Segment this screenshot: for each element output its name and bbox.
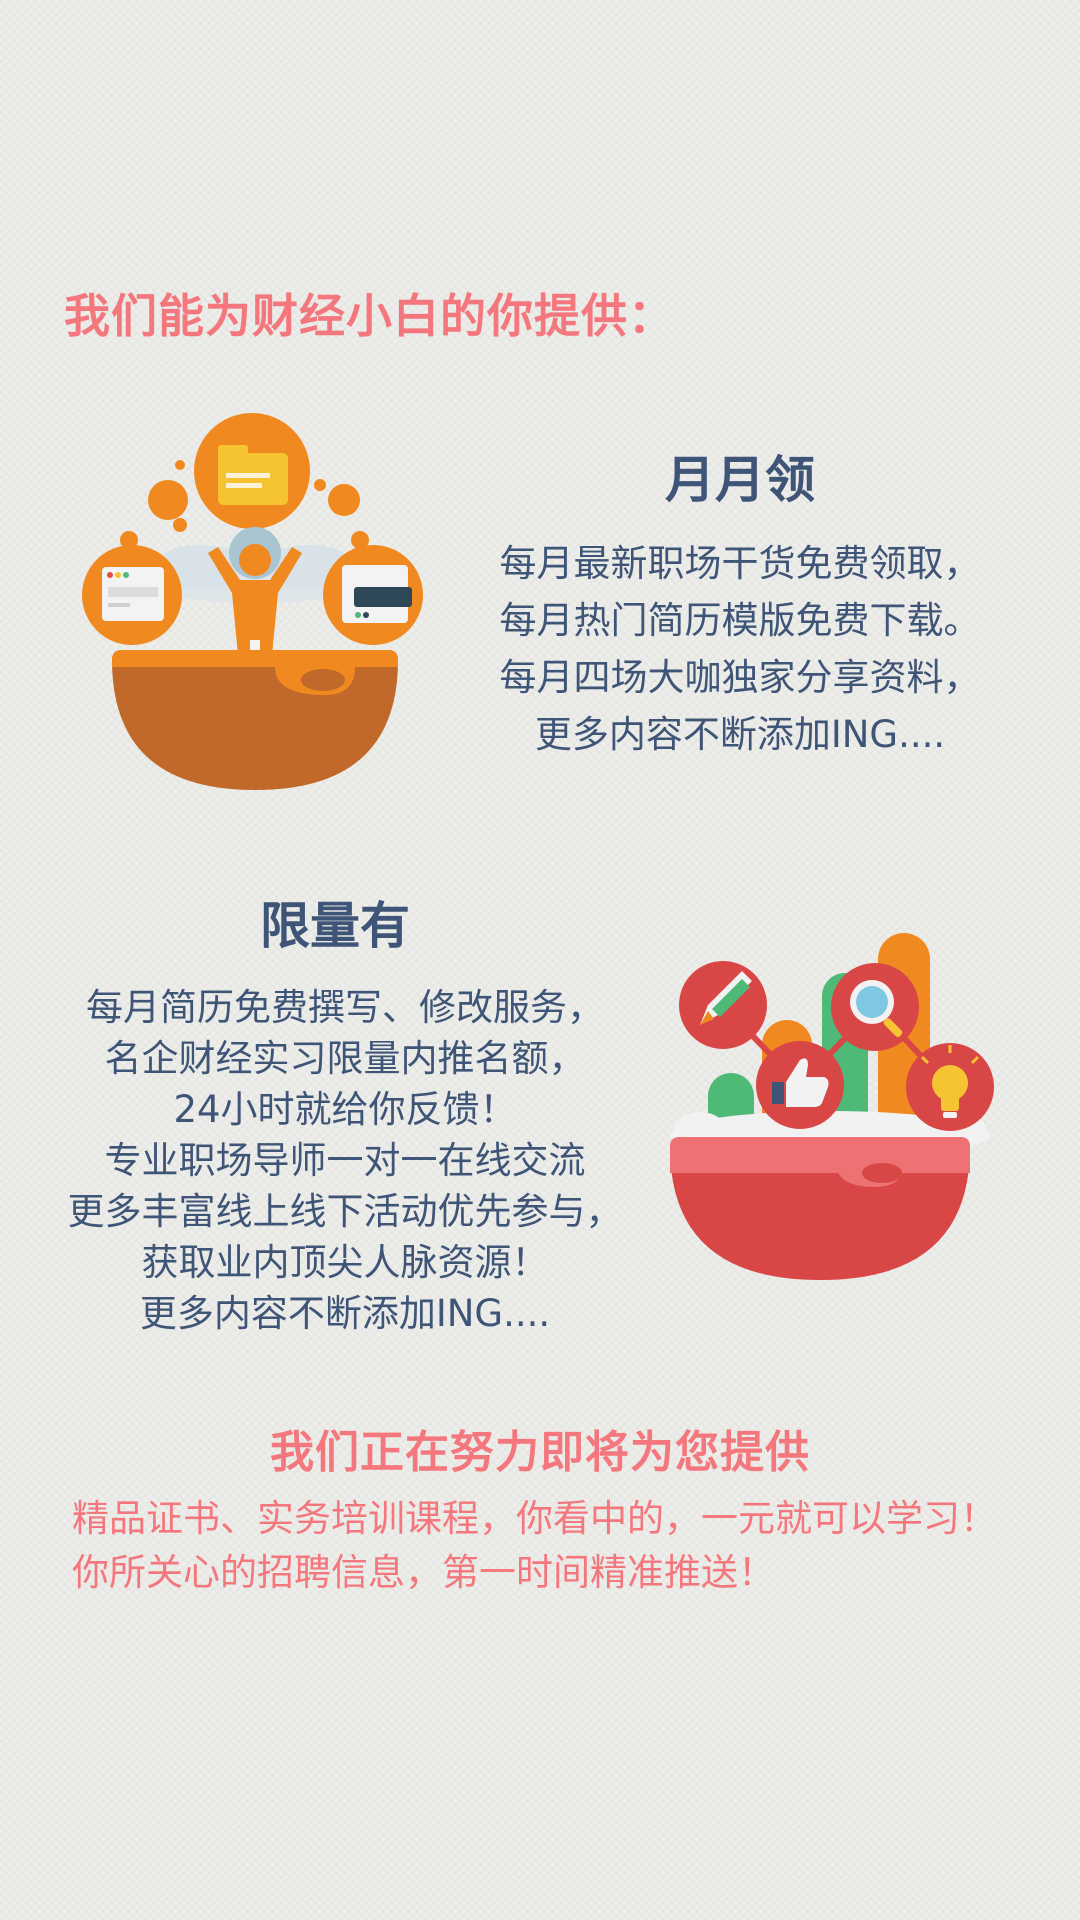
section2-line: 获取业内顶尖人脉资源！ (141, 1241, 549, 1284)
intro-heading: 我们能为财经小白的你提供： (64, 289, 675, 343)
section1-line: 每月四场大咖独家分享资料， (499, 656, 981, 699)
upcoming-line: 你所关心的招聘信息，第一时间精准推送！ (72, 1551, 775, 1594)
upcoming-line: 精品证书、实务培训课程，你看中的，一元就可以学习！ (72, 1497, 997, 1540)
section2-line: 更多内容不断添加ING.... (139, 1292, 551, 1335)
section2-line: 24小时就给你反馈！ (173, 1088, 517, 1131)
growth-bars-with-badges-icon (670, 933, 994, 1280)
upcoming-heading: 我们正在努力即将为您提供 (270, 1427, 810, 1478)
section1-line: 每月热门简历模版免费下载。 (499, 599, 981, 642)
section1-title: 月月领 (665, 451, 815, 509)
section2-title: 限量有 (260, 897, 410, 955)
section1-line: 每月最新职场干货免费领取， (499, 542, 981, 585)
section2-line: 每月简历免费撰写、修改服务， (86, 986, 604, 1029)
section1-line: 更多内容不断添加ING.... (534, 713, 946, 756)
person-with-folders-icon (82, 413, 423, 790)
section2-line: 专业职场导师一对一在线交流 (104, 1139, 586, 1182)
section2-line: 名企财经实习限量内推名额， (104, 1037, 586, 1080)
section1-description: 每月最新职场干货免费领取， 每月热门简历模版免费下载。 每月四场大咖独家分享资料… (490, 535, 990, 763)
section2-line: 更多丰富线上线下活动优先参与， (67, 1190, 623, 1233)
upcoming-description: 精品证书、实务培训课程，你看中的，一元就可以学习！ 你所关心的招聘信息，第一时间… (72, 1492, 997, 1600)
section2-description: 每月简历免费撰写、修改服务， 名企财经实习限量内推名额， 24小时就给你反馈！ … (55, 982, 635, 1339)
